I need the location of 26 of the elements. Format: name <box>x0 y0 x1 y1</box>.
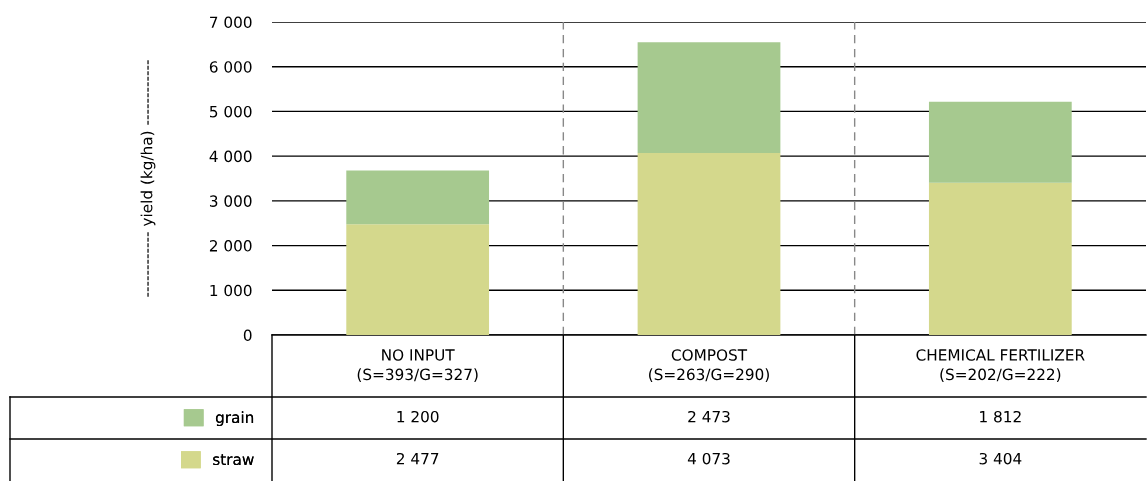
legend-label: grain <box>215 411 254 427</box>
data-label: 1 812 <box>980 410 1021 423</box>
y-tick-label: 6 000 <box>209 61 252 73</box>
bar <box>637 42 781 153</box>
data-label: 3 404 <box>979 452 1022 465</box>
x-tick-label: NO INPUT (S=393/G=327) <box>357 349 478 382</box>
bar <box>637 152 781 335</box>
y-tick-label: 5 000 <box>210 105 252 118</box>
legend-label: straw <box>213 454 254 466</box>
y-tick-label: 1 000 <box>210 284 252 297</box>
bar <box>928 182 1072 335</box>
bar <box>928 101 1072 183</box>
data-label: 2 473 <box>688 410 730 423</box>
bar <box>346 170 490 225</box>
data-label: 2 477 <box>396 452 439 465</box>
x-tick-label: COMPOST (S=263/G=290) <box>649 349 769 382</box>
y-tick-label: 2 000 <box>209 240 252 252</box>
y-axis-title: ------------ yield (kg/ha) ------------ <box>140 60 156 297</box>
y-tick-label: 3 000 <box>209 195 252 207</box>
data-label: 4 073 <box>687 452 730 465</box>
y-tick-label: 7 000 <box>210 16 252 29</box>
y-tick-label: 4 000 <box>209 150 252 163</box>
y-tick-label: 0 <box>243 329 252 342</box>
bar <box>346 224 490 335</box>
data-label: 1 200 <box>397 410 439 423</box>
x-tick-label: CHEMICAL FERTILIZER (S=202/G=222) <box>916 349 1085 382</box>
